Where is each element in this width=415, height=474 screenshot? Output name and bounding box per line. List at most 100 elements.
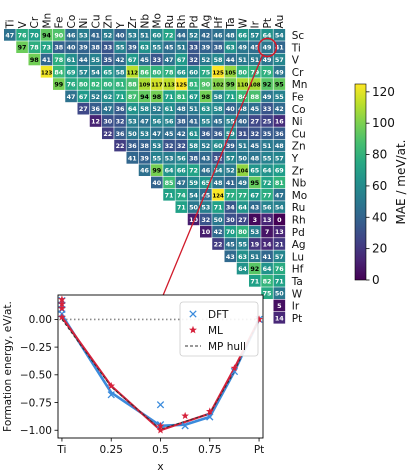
heatmap-cell-value: 95 — [250, 179, 259, 187]
heatmap-cell-value: 64 — [165, 167, 174, 175]
heatmap-cell — [236, 213, 249, 226]
heatmap-cell-value: 38 — [140, 142, 149, 150]
heatmap-cell — [138, 78, 151, 90]
heatmap-cell — [77, 29, 90, 41]
heatmap-cell-value: 32 — [177, 142, 186, 150]
heatmap-cell-value: 67 — [189, 93, 198, 101]
heatmap-cell — [273, 139, 286, 152]
heatmap-cell — [163, 65, 175, 78]
heatmap-cell — [163, 115, 175, 127]
row-label-ru: Ru — [292, 202, 305, 214]
heatmap-cell-value: 81 — [116, 81, 125, 89]
heatmap-cell — [249, 78, 261, 90]
heatmap-cell — [126, 65, 139, 78]
heatmap-cell — [151, 65, 163, 78]
heatmap-cell-value: 53 — [128, 31, 137, 39]
ml-point — [205, 407, 214, 415]
heatmap-cell — [236, 152, 249, 164]
heatmap-cell-value: 88 — [250, 93, 259, 101]
heatmap-cell-value: 108 — [249, 83, 261, 89]
heatmap-cell — [151, 139, 163, 152]
heatmap-cell-value: 42 — [177, 130, 186, 138]
heatmap-cell-value: 42 — [201, 31, 210, 39]
heatmap-cell-value: 59 — [189, 179, 198, 187]
heatmap-cell-value: 80 — [238, 228, 247, 236]
heatmap-cell-value: 47 — [5, 31, 14, 39]
colorbar-tick-label: 0 — [372, 273, 380, 287]
heatmap-cell — [236, 188, 249, 201]
ml-point — [58, 295, 66, 303]
x-tick-label: Ti — [56, 444, 66, 456]
mae-colorbar: 0 20 40 60 80 100 120 MAE / meV/at. — [354, 83, 408, 287]
heatmap-cell-value: 79 — [263, 68, 272, 76]
heatmap-cell — [163, 164, 175, 176]
colorbar-tick-label: 60 — [372, 179, 387, 193]
row-label-co: Co — [292, 104, 306, 116]
heatmap-cell — [200, 102, 212, 115]
heatmap-cell-value: 38 — [91, 44, 100, 52]
heatmap-cell-value: 41 — [263, 253, 272, 261]
heatmap-cell-value: 75 — [201, 68, 210, 76]
heatmap-cell-value: 14 — [263, 240, 272, 248]
row-label-pt: Pt — [292, 313, 302, 325]
heatmap-cell — [224, 250, 237, 263]
heatmap-cell — [102, 78, 114, 90]
col-label-ni: Ni — [78, 18, 90, 29]
heatmap-cell-value: 52 — [201, 56, 210, 64]
heatmap-cell-value: 51 — [140, 31, 149, 39]
heatmap-cell-value: 95 — [275, 81, 284, 89]
heatmap-cell — [236, 78, 249, 90]
legend-label-ml: ML — [208, 325, 223, 337]
heatmap-cell-value: 33 — [103, 44, 112, 52]
heatmap-cell — [151, 115, 163, 127]
heatmap-cell — [236, 164, 249, 176]
heatmap-cell — [114, 139, 126, 152]
heatmap-cell-value: 36 — [116, 130, 125, 138]
heatmap-cell — [200, 188, 212, 201]
heatmap-cell-value: 80 — [103, 81, 112, 89]
heatmap-cell — [77, 102, 90, 115]
heatmap-cell-value: 41 — [275, 44, 284, 52]
heatmap-cell-value: 92 — [250, 265, 259, 273]
row-label-pd: Pd — [292, 227, 305, 239]
heatmap-cell — [151, 41, 163, 53]
heatmap-cell-value: 112 — [127, 70, 139, 76]
col-label-pt: Pt — [262, 18, 274, 28]
heatmap-cell — [200, 127, 212, 140]
heatmap-cell-value: 57 — [275, 56, 284, 64]
heatmap-cell-value: 49 — [263, 44, 272, 52]
heatmap-cell-value: 45 — [226, 240, 235, 248]
ml-point — [156, 421, 165, 430]
heatmap-cell — [273, 238, 286, 250]
heatmap-cell — [249, 65, 261, 78]
heatmap-cell — [273, 213, 286, 226]
heatmap-cell-value: 52 — [189, 31, 198, 39]
heatmap-cell — [151, 127, 163, 140]
ml-point — [107, 381, 116, 390]
heatmap-cell — [200, 225, 212, 238]
heatmap-cell — [151, 29, 163, 41]
ml-hull-curve — [61, 316, 261, 432]
heatmap-cell-value: 51 — [250, 253, 259, 261]
heatmap-cell-value: 55 — [152, 154, 161, 162]
heatmap-cell — [224, 102, 237, 115]
heatmap-cell — [249, 127, 261, 140]
heatmap-cell — [89, 65, 102, 78]
heatmap-cell-value: 47 — [140, 117, 149, 125]
heatmap-cell — [175, 115, 188, 127]
heatmap-cell — [273, 311, 286, 324]
col-label-y: Y — [115, 22, 127, 30]
heatmap-cell — [224, 225, 237, 238]
heatmap-cell — [261, 139, 273, 152]
heatmap-cell-value: 36 — [116, 105, 125, 113]
heatmap-cell-value: 72 — [263, 179, 272, 187]
heatmap-cell-value: 38 — [189, 154, 198, 162]
heatmap-cell-value: 76 — [275, 265, 284, 273]
y-tick-label: 0.00 — [29, 314, 52, 326]
heatmap-cell-value: 54 — [189, 191, 198, 199]
heatmap-cell — [236, 201, 249, 213]
heatmap-cell-value: 52 — [152, 105, 161, 113]
row-label-sc: Sc — [292, 30, 305, 42]
heatmap-cell-value: 39 — [79, 44, 88, 52]
heatmap-cell — [261, 176, 273, 189]
